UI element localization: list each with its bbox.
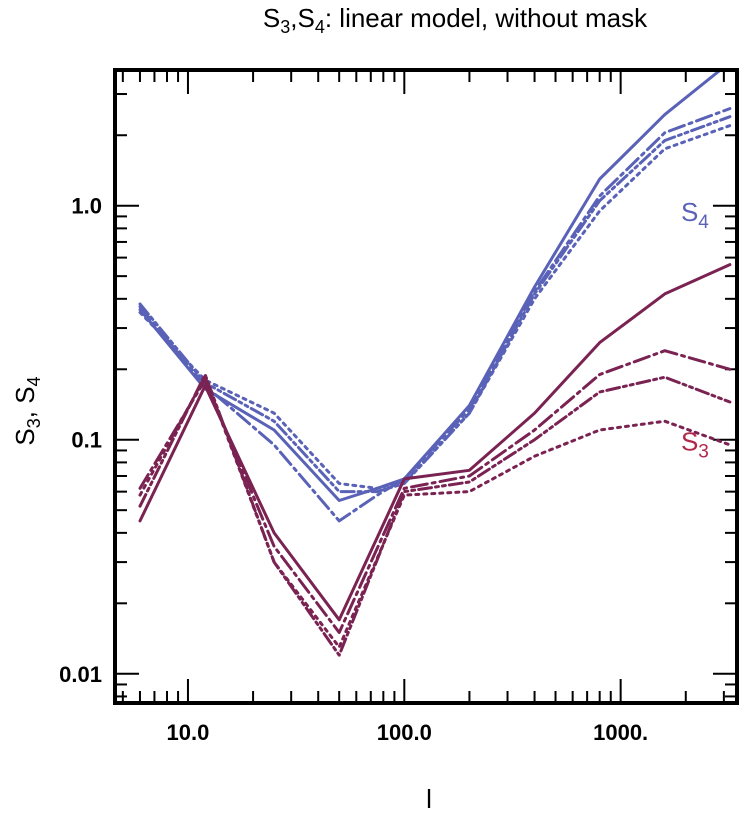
x-tick-label: 100.0 [377, 720, 432, 745]
series-s3-dash-dot-dot [138, 373, 732, 657]
plot-frame [113, 68, 739, 705]
x-axis-title: l [426, 784, 432, 814]
y-tick-label: 0.01 [59, 662, 102, 687]
plot-area: 10.0 100.0 1000. 0.01 0.1 1.0 S4 S3 [59, 68, 739, 745]
series-label-s3: S3 [681, 426, 709, 462]
chart-title: S3,S4: linear model, without mask [263, 3, 648, 37]
x-tick-label: 10.0 [167, 720, 210, 745]
series-label-s4: S4 [681, 197, 709, 233]
x-tick-label: 1000. [593, 720, 648, 745]
y-tick-label: 1.0 [71, 194, 102, 219]
series-lines [138, 70, 732, 657]
series-s3-dash-dot [138, 349, 732, 634]
series-s3-dotted [138, 375, 732, 649]
y-tick-label: 0.1 [71, 428, 102, 453]
y-axis-title: S3, S4 [10, 376, 44, 445]
series-s4-dash-dot-dot [138, 115, 732, 494]
series-s4-dash-dot [138, 107, 732, 523]
